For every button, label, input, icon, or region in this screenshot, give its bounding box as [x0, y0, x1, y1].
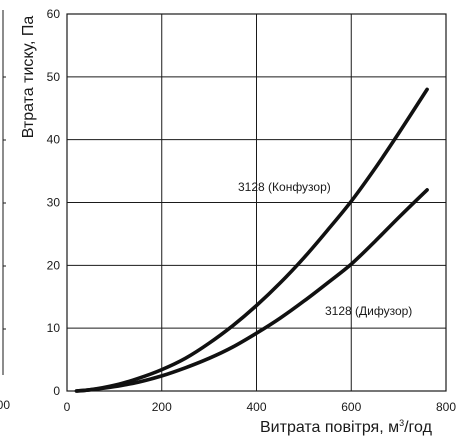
x-tick-label: 0 [64, 400, 71, 414]
x-tick-label: 200 [152, 400, 172, 414]
y-tick-label: 60 [47, 7, 61, 21]
y-tick-label: 30 [47, 196, 61, 210]
neighbor-tick-label: 00 [0, 398, 10, 412]
series-lines [74, 87, 429, 393]
x-axis-title-unit: /год [404, 419, 432, 436]
y-tick-label: 20 [47, 258, 61, 272]
y-tick-label: 50 [47, 70, 61, 84]
series-label-dyfuzor: 3128 (Дифузор) [325, 304, 412, 318]
x-axis-title-superscript: 3 [399, 418, 404, 428]
x-tick-label: 400 [246, 400, 266, 414]
x-axis-title: Витрата повітря, м3/год [260, 418, 433, 436]
x-tick-labels: 0 200 400 600 800 [64, 400, 457, 414]
series-line-dyfuzor [74, 188, 429, 393]
x-tick-label: 800 [436, 400, 456, 414]
x-axis-title-main: Витрата повітря, м [260, 419, 399, 436]
series-line-konfuzor [74, 87, 429, 393]
x-tick-label: 600 [341, 400, 361, 414]
neighbor-chart-fragment: 00 [0, 10, 10, 412]
series-label-konfuzor: 3128 (Конфузор) [238, 180, 331, 194]
y-tick-label: 10 [47, 321, 61, 335]
y-tick-label: 40 [47, 133, 61, 147]
plot-frame [66, 13, 447, 392]
y-tick-labels: 0 10 20 30 40 50 60 [47, 7, 61, 398]
y-axis-title: Втрата тиску, Па [20, 16, 37, 139]
y-tick-label: 0 [53, 384, 60, 398]
